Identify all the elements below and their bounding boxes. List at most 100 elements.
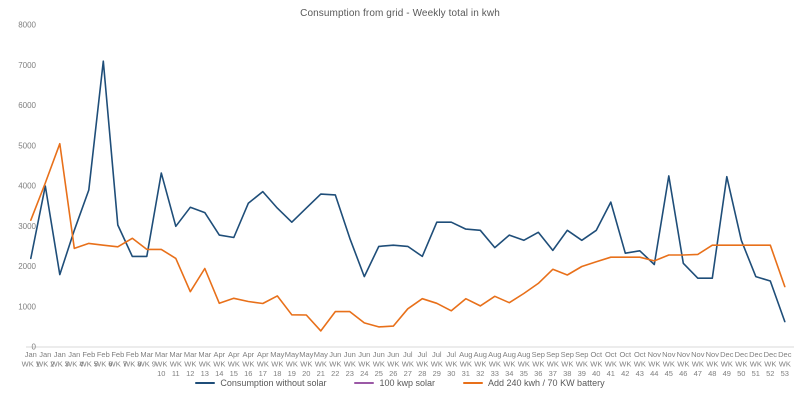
x-axis-tick-label: 42: [621, 369, 629, 378]
y-axis-tick-label: 4000: [18, 182, 36, 191]
x-axis-tick-label: WK: [257, 360, 269, 369]
x-axis-tick-label: 41: [607, 369, 615, 378]
x-axis-tick-label: Aug: [503, 350, 516, 359]
legend-label: Consumption without solar: [220, 378, 327, 388]
x-axis-tick-label: 27: [404, 369, 412, 378]
x-axis-tick-label: WK 4: [65, 360, 83, 369]
x-axis-tick-label: Dec: [720, 350, 734, 359]
x-axis-tick-label: Dec: [764, 350, 778, 359]
x-axis-tick-label: Dec: [735, 350, 749, 359]
x-axis-tick-label: 44: [650, 369, 658, 378]
x-axis-tick-label: Sep: [575, 350, 588, 359]
x-axis-tick-label: WK: [460, 360, 472, 369]
x-axis-tick-label: WK: [547, 360, 559, 369]
y-axis-tick-label: 0: [32, 343, 37, 352]
x-axis-tick-label: Sep: [561, 350, 574, 359]
x-axis-tick-label: 38: [563, 369, 571, 378]
x-axis-tick-label: WK: [721, 360, 733, 369]
legend-label: 100 kwp solar: [379, 378, 436, 388]
x-axis-tick-label: 15: [230, 369, 238, 378]
y-axis-tick-label: 3000: [18, 222, 36, 231]
x-axis-tick-label: Feb: [97, 350, 110, 359]
legend: Consumption without solar 100 kwp solar Ad…: [0, 378, 800, 388]
x-axis-tick-label: WK: [300, 360, 312, 369]
x-axis-tick-label: 10: [157, 369, 165, 378]
x-axis-tick-label: 14: [215, 369, 223, 378]
x-axis-tick-label: May: [285, 350, 299, 359]
x-axis-tick-label: WK 8: [123, 360, 141, 369]
x-axis-tick-label: May: [270, 350, 284, 359]
x-axis-tick-label: Nov: [677, 350, 691, 359]
x-axis-tick-label: 18: [273, 369, 281, 378]
x-axis-tick-label: 12: [186, 369, 194, 378]
x-axis-tick-label: 17: [259, 369, 267, 378]
x-axis-tick-label: Nov: [662, 350, 676, 359]
x-axis-tick-label: WK: [605, 360, 617, 369]
y-axis-tick-label: 2000: [18, 262, 36, 271]
x-axis-tick-label: 30: [447, 369, 455, 378]
x-axis-tick-label: WK 2: [36, 360, 54, 369]
x-axis-tick-label: 35: [520, 369, 528, 378]
x-axis-tick-label: 50: [737, 369, 745, 378]
x-axis-tick-label: WK 6: [94, 360, 112, 369]
x-axis-tick-label: Jun: [387, 350, 399, 359]
x-axis-tick-label: 16: [244, 369, 252, 378]
x-axis-tick-label: 33: [491, 369, 499, 378]
x-axis-tick-label: 19: [288, 369, 296, 378]
x-axis-tick-label: Apr: [257, 350, 269, 359]
x-axis-tick-label: WK: [561, 360, 573, 369]
x-axis-tick-label: 20: [302, 369, 310, 378]
x-axis-tick-label: WK: [532, 360, 544, 369]
x-axis-tick-label: WK: [155, 360, 167, 369]
x-axis-tick-label: Apr: [228, 350, 240, 359]
x-axis-tick-label: Nov: [691, 350, 705, 359]
x-axis-tick-label: Feb: [82, 350, 95, 359]
x-axis-tick-label: Apr: [242, 350, 254, 359]
x-axis-tick-label: WK: [344, 360, 356, 369]
x-axis-tick-label: May: [314, 350, 328, 359]
x-axis-tick-label: Nov: [706, 350, 720, 359]
x-axis-tick-label: WK: [445, 360, 457, 369]
x-axis-tick-label: WK: [315, 360, 327, 369]
x-axis-tick-label: Aug: [517, 350, 530, 359]
x-axis-tick-label: Feb: [111, 350, 124, 359]
x-axis-tick-label: WK: [634, 360, 646, 369]
x-axis-tick-label: 51: [752, 369, 760, 378]
x-axis-tick-label: WK: [503, 360, 515, 369]
x-axis-tick-label: 24: [360, 369, 368, 378]
x-axis-tick-label: May: [299, 350, 313, 359]
y-axis-tick-label: 7000: [18, 61, 36, 70]
x-axis-tick-label: Jul: [418, 350, 428, 359]
y-axis-tick-label: 5000: [18, 141, 36, 150]
legend-line-marker: [463, 381, 484, 385]
x-axis-tick-label: Jan: [68, 350, 80, 359]
x-axis-tick-label: 49: [723, 369, 731, 378]
x-axis-tick-label: 34: [505, 369, 513, 378]
y-axis-tick-label: 6000: [18, 101, 36, 110]
x-axis-tick-label: WK: [329, 360, 341, 369]
x-axis-tick-label: 22: [331, 369, 339, 378]
x-axis-tick-label: Mar: [169, 350, 182, 359]
x-axis-tick-label: WK: [213, 360, 225, 369]
x-axis-tick-label: WK: [663, 360, 675, 369]
x-axis-tick-label: Jul: [432, 350, 442, 359]
x-axis-tick-label: 47: [694, 369, 702, 378]
x-axis-tick-label: Oct: [605, 350, 618, 359]
x-axis-tick-label: Jun: [344, 350, 356, 359]
x-axis-tick-label: Feb: [126, 350, 139, 359]
x-axis-tick-label: WK: [779, 360, 791, 369]
x-axis-tick-label: 45: [665, 369, 673, 378]
y-axis-tick-label: 1000: [18, 302, 36, 311]
x-axis-tick-label: Jan: [25, 350, 37, 359]
x-axis-tick-label: Jul: [403, 350, 413, 359]
x-axis-tick-label: WK: [431, 360, 443, 369]
x-axis-tick-label: WK: [677, 360, 689, 369]
x-axis-tick-label: Mar: [198, 350, 211, 359]
x-axis-tick-label: 36: [534, 369, 542, 378]
x-axis-tick-label: 23: [346, 369, 354, 378]
x-axis-tick-label: 11: [172, 369, 180, 378]
x-axis-tick-label: Sep: [532, 350, 545, 359]
x-axis-tick-label: WK: [750, 360, 762, 369]
